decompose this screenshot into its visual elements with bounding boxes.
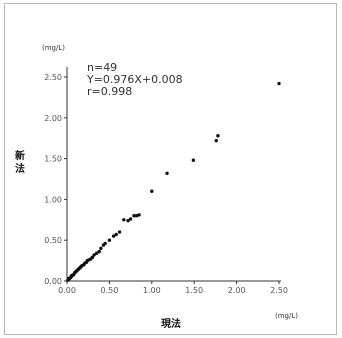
y-axis-title: 新法 xyxy=(15,149,25,175)
data-point xyxy=(137,213,141,217)
data-point xyxy=(277,81,281,86)
data-points xyxy=(66,81,281,282)
x-tick-label: 0.50 xyxy=(100,286,118,295)
chart-frame: 0.00 0.50 1.00 1.50 2.00 2.50 0.00 0.50 1.00 1.50… xyxy=(4,3,337,335)
y-axis-unit: (mg/L) xyxy=(42,44,65,52)
data-point xyxy=(214,138,218,143)
x-axis-unit: (mg/L) xyxy=(275,312,298,320)
y-tick-label: 2.50 xyxy=(44,73,62,82)
data-point xyxy=(97,249,101,254)
data-point xyxy=(150,189,154,193)
y-tick-label: 2.00 xyxy=(44,114,62,123)
y-tick-label: 1.00 xyxy=(44,195,62,204)
tick-labels: 0.00 0.50 1.00 1.50 2.00 2.50 0.00 0.50 1.00 1.50… xyxy=(44,73,288,295)
scatter-chart: 0.00 0.50 1.00 1.50 2.00 2.50 0.00 0.50 1.00 1.50… xyxy=(15,44,298,330)
x-tick-label: 1.00 xyxy=(143,286,161,295)
data-point xyxy=(92,253,96,257)
axes xyxy=(66,67,281,282)
data-point xyxy=(107,238,112,242)
data-point xyxy=(117,230,122,234)
annotation-line: r=0.998 xyxy=(87,85,132,98)
y-axis-title-char: 法 xyxy=(15,162,25,175)
data-point xyxy=(126,218,130,223)
data-point xyxy=(128,217,133,221)
y-tick-label: 0.00 xyxy=(44,277,62,286)
data-point xyxy=(165,171,169,175)
data-point xyxy=(103,241,107,246)
annotation-line: Y=0.976X+0.008 xyxy=(86,73,183,86)
data-point xyxy=(90,255,95,260)
x-tick-label: 1.50 xyxy=(185,286,203,295)
data-point xyxy=(99,246,103,251)
y-axis-title-char: 新 xyxy=(15,149,25,162)
annotation-line: n=49 xyxy=(87,61,117,74)
y-tick-label: 1.50 xyxy=(44,155,62,164)
data-point xyxy=(111,234,116,238)
x-axis-title: 現法 xyxy=(161,317,181,330)
x-tick-label: 0.00 xyxy=(58,286,76,295)
data-point xyxy=(191,158,196,162)
data-point xyxy=(94,251,99,255)
y-tick-label: 0.50 xyxy=(44,236,62,245)
data-point xyxy=(216,134,220,138)
data-point xyxy=(114,232,118,237)
x-tick-label: 2.50 xyxy=(270,286,288,295)
data-point xyxy=(122,218,126,222)
data-point xyxy=(132,214,136,218)
x-tick-label: 2.00 xyxy=(228,286,246,295)
